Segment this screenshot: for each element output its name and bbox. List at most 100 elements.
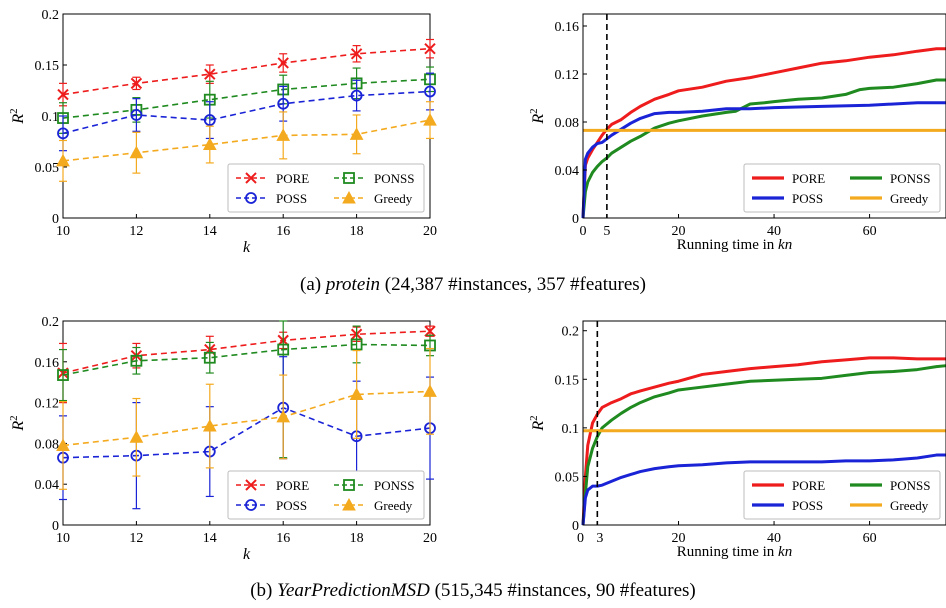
panel-a-right: 0 5 20 40 60 0 0.04 0.08 0.12 0.16 Running time in… bbox=[528, 13, 946, 253]
a-left-legend-ponss: PONSS bbox=[334, 171, 414, 186]
b-left-point-ponss-2 bbox=[203, 351, 216, 364]
a-left-errorbar-poss-1 bbox=[132, 98, 141, 132]
a-right-legend-ponss: PONSS bbox=[850, 171, 930, 186]
b-left-xtick-label-4: 18 bbox=[350, 531, 364, 546]
a-right-ylabel: R2 bbox=[528, 108, 547, 124]
a-left-legend-greedy: Greedy bbox=[334, 190, 413, 206]
b-left-point-greedy-0 bbox=[56, 438, 70, 451]
a-right-xtick-label-1: 5 bbox=[603, 224, 610, 239]
b-left-point-greedy-2 bbox=[202, 419, 217, 432]
caption-b: (b) YearPredictionMSD (515,345 #instance… bbox=[0, 580, 946, 602]
a-left-point-poss-4 bbox=[350, 89, 363, 102]
b-right-legend-label-pore: PORE bbox=[792, 478, 825, 493]
b-left-legend-poss: POSS bbox=[236, 498, 307, 513]
a-left-legend-marker-poss bbox=[245, 192, 257, 204]
a-right-xtick-label-4: 60 bbox=[863, 224, 877, 239]
b-left-xtick-label-1: 12 bbox=[129, 531, 143, 546]
a-left-legend-poss: POSS bbox=[236, 191, 307, 206]
a-right-xlabel-unit: kn bbox=[778, 237, 792, 253]
b-left-line-ponss bbox=[62, 343, 431, 376]
b-left-point-greedy-3 bbox=[276, 409, 291, 423]
b-left-errorbar-ponss-2 bbox=[205, 341, 214, 374]
a-left-xtick-label-2: 14 bbox=[203, 224, 217, 239]
a-left-xtick-label-3: 16 bbox=[276, 224, 290, 239]
b-left-line-poss bbox=[62, 406, 431, 459]
b-left-point-ponss-0 bbox=[57, 369, 69, 381]
b-right-legend-greedy: Greedy bbox=[850, 498, 929, 513]
a-left-point-pore-5 bbox=[424, 42, 436, 55]
b-left-legend-ponss: PONSS bbox=[334, 478, 414, 493]
caption-b-name: YearPredictionMSD bbox=[277, 580, 430, 601]
b-right-xtick-label-4: 60 bbox=[863, 531, 877, 546]
b-right-ytick-label-0: 0 bbox=[572, 519, 579, 534]
a-left-ytick-label-1: 0.05 bbox=[35, 161, 60, 176]
b-left-legend-label-pore: PORE bbox=[276, 478, 309, 493]
a-right-axes-box bbox=[582, 13, 946, 219]
b-left-xtick-label-2: 14 bbox=[203, 531, 217, 546]
b-left-legend-marker-greedy bbox=[342, 497, 356, 511]
caption-b-label: (b) bbox=[250, 580, 273, 601]
a-left-point-greedy-4 bbox=[349, 127, 364, 140]
b-left-legend-marker-ponss bbox=[343, 479, 355, 491]
b-right-ytick-label-1: 0.05 bbox=[555, 470, 580, 485]
a-right-xlabel: Running time in kn bbox=[677, 237, 792, 253]
a-left-legend-label-poss: POSS bbox=[276, 191, 307, 206]
b-right-ytick-label-2: 0.1 bbox=[562, 422, 580, 437]
b-left-point-ponss-3 bbox=[277, 343, 290, 356]
caption-a: (a) protein (24,387 #instances, 357 #fea… bbox=[0, 274, 946, 296]
a-left-point-greedy-3 bbox=[276, 128, 291, 141]
b-left-ytick-label-5: 0.2 bbox=[42, 315, 60, 330]
a-right-legend-label-pore: PORE bbox=[792, 171, 825, 186]
a-right-legend-greedy: Greedy bbox=[850, 191, 929, 206]
a-left-point-pore-3 bbox=[277, 57, 289, 69]
a-left-ytick-label-3: 0.15 bbox=[35, 59, 60, 74]
a-left-legend-box bbox=[227, 163, 425, 213]
b-right-ylabel-sup: 2 bbox=[528, 415, 540, 421]
a-left-legend-label-greedy: Greedy bbox=[374, 191, 413, 206]
a-left-point-pore-2 bbox=[204, 68, 216, 80]
b-left-ytick-label-1: 0.04 bbox=[35, 478, 60, 493]
a-left-legend-label-ponss: PONSS bbox=[374, 171, 414, 186]
a-right-line-poss bbox=[581, 101, 946, 219]
a-left-series-greedy bbox=[56, 101, 437, 182]
b-left-point-greedy-4 bbox=[349, 387, 364, 400]
a-right-legend-box bbox=[743, 163, 941, 213]
a-left-point-poss-5 bbox=[424, 85, 436, 98]
a-right-ytick-label-3: 0.12 bbox=[555, 68, 580, 83]
a-right-line-pore bbox=[581, 47, 946, 219]
b-right-legend-ponss: PONSS bbox=[850, 478, 930, 493]
a-left-xtick-label-5: 20 bbox=[423, 224, 437, 239]
a-left-ytick-label-2: 0.1 bbox=[42, 110, 60, 125]
b-left-point-ponss-1 bbox=[130, 354, 143, 367]
b-left-point-ponss-4 bbox=[350, 338, 363, 351]
caption-a-name: protein bbox=[325, 274, 381, 295]
a-left-xtick-label-1: 12 bbox=[129, 224, 143, 239]
b-left-legend-pore: PORE bbox=[236, 478, 309, 493]
b-left-legend-marker-pore bbox=[245, 479, 257, 491]
b-right-legend-poss: POSS bbox=[752, 498, 823, 513]
a-left-point-pore-1 bbox=[130, 77, 143, 90]
a-right-legend-label-poss: POSS bbox=[792, 191, 823, 206]
a-left-point-poss-1 bbox=[130, 109, 143, 121]
a-left-point-pore-4 bbox=[350, 48, 363, 60]
a-left-point-greedy-1 bbox=[129, 145, 144, 159]
a-right-ytick-label-0: 0 bbox=[572, 212, 579, 227]
a-left-xtick-label-4: 18 bbox=[350, 224, 364, 239]
panel-a-left: 10 12 14 16 18 20 0 0.05 0.1 0.15 0.2 k R2 PORE PONSS P… bbox=[8, 8, 437, 256]
a-left-line-ponss bbox=[62, 78, 431, 119]
b-left-point-greedy-5 bbox=[423, 384, 437, 397]
a-left-point-greedy-5 bbox=[423, 113, 437, 126]
a-left-legend-pore: PORE bbox=[236, 171, 309, 186]
a-right-ytick-label-2: 0.08 bbox=[555, 116, 580, 131]
b-right-xtick-label-2: 20 bbox=[672, 531, 686, 546]
a-left-point-poss-3 bbox=[277, 97, 290, 110]
a-right-xtick-label-3: 40 bbox=[767, 224, 781, 239]
a-right-xtick-label-0: 0 bbox=[580, 224, 587, 239]
a-left-series-pore bbox=[57, 38, 436, 107]
b-right-legend-label-poss: POSS bbox=[792, 498, 823, 513]
a-left-line-greedy bbox=[62, 119, 431, 162]
a-left-point-pore-0 bbox=[57, 88, 69, 101]
b-left-ylabel: R2 bbox=[8, 415, 27, 431]
b-right-xlabel: Running time in kn bbox=[677, 544, 792, 560]
